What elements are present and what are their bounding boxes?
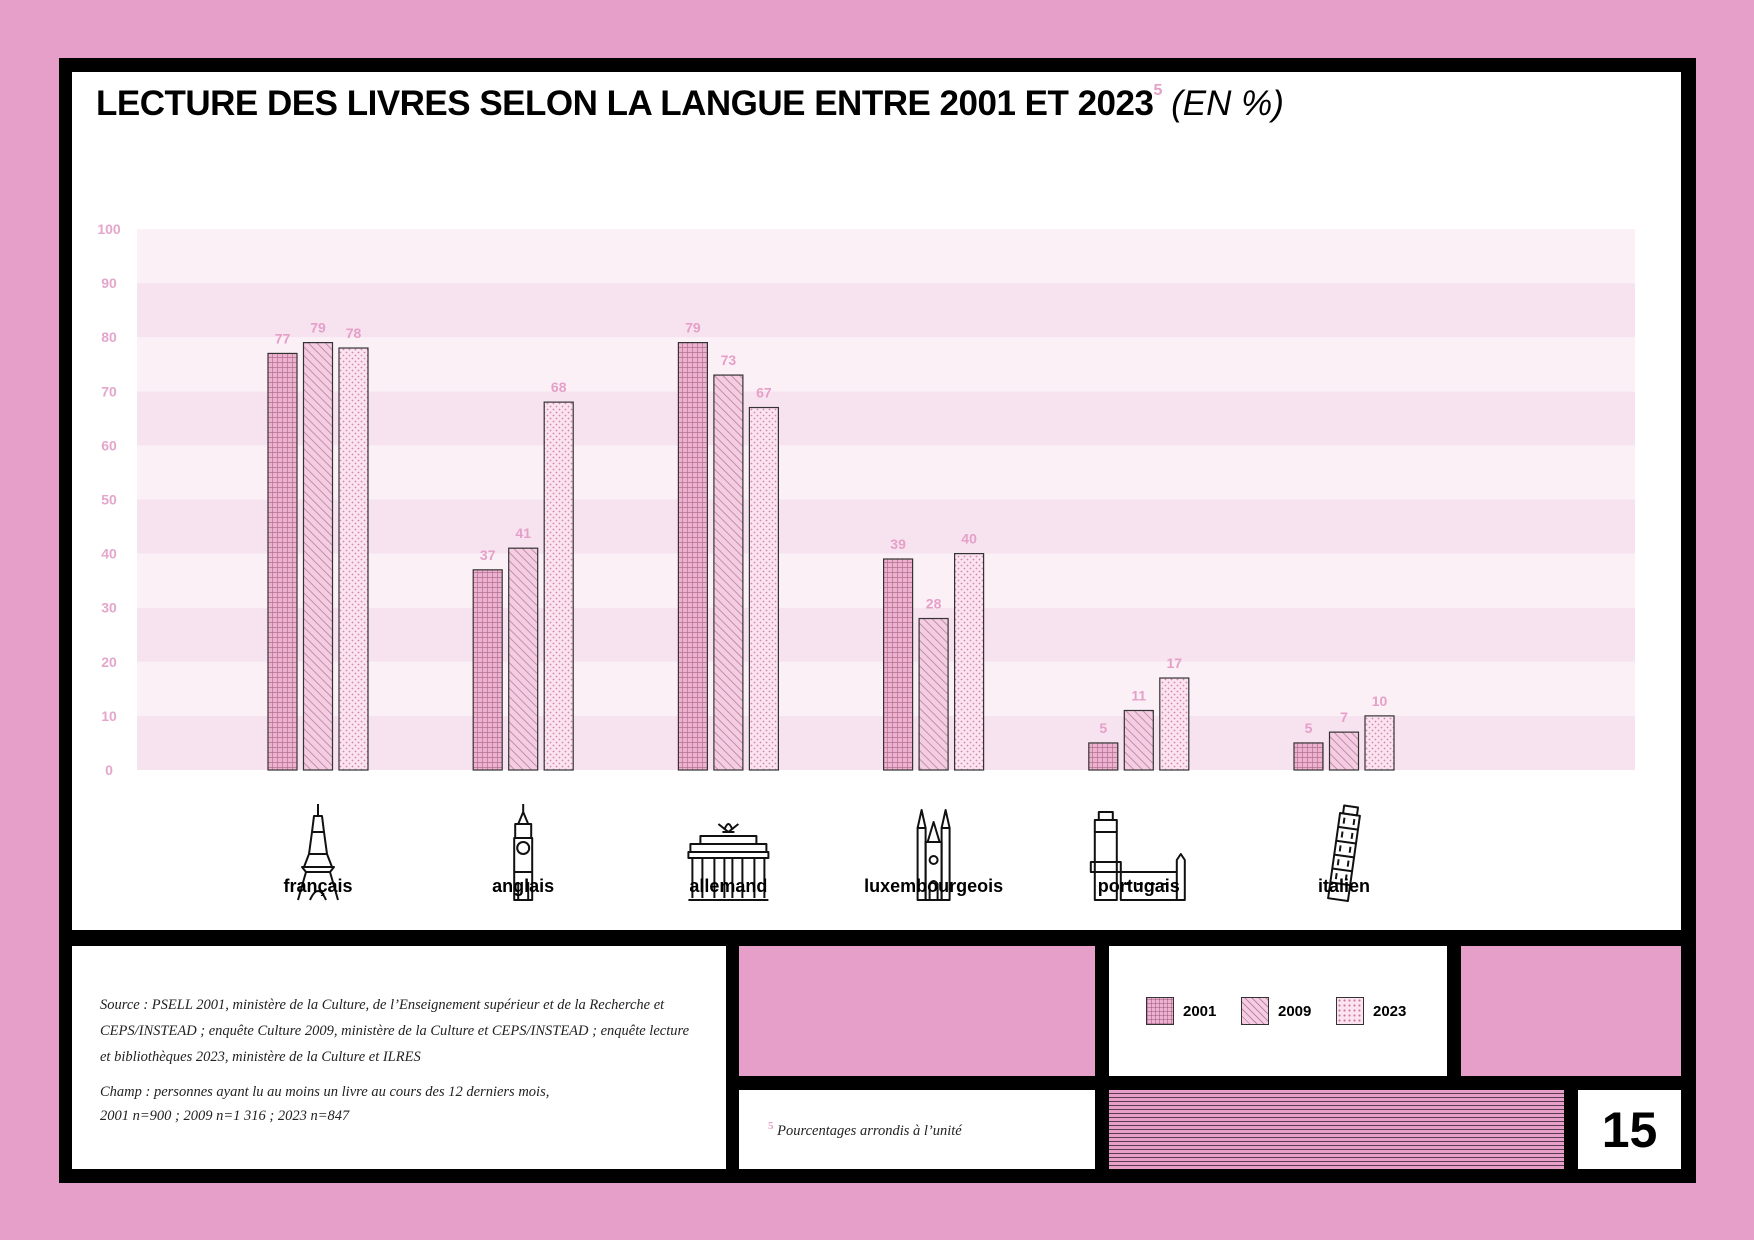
source-panel [72, 946, 726, 1169]
bar [1159, 677, 1190, 771]
legend-swatch-2023 [1336, 997, 1364, 1025]
scope-text: Champ : personnes ayant lu au moins un l… [100, 1080, 700, 1128]
data-label: 7 [1340, 709, 1348, 725]
bar [713, 374, 744, 771]
big-ben-icon [513, 804, 534, 901]
chart-title: LECTURE DES LIVRES SELON LA LANGUE ENTRE… [96, 82, 1284, 124]
data-label: 41 [515, 525, 531, 541]
bar [543, 401, 574, 771]
y-tick-label: 10 [101, 708, 117, 724]
scope-line-1: Champ : personnes ayant lu au moins un l… [100, 1084, 550, 1100]
data-label: 79 [685, 320, 701, 336]
bar [1088, 742, 1119, 771]
category-label: allemand [689, 876, 767, 896]
grid-band [137, 283, 1635, 338]
data-label: 78 [346, 325, 362, 341]
data-label: 28 [926, 596, 942, 612]
legend-swatch-2001 [1146, 997, 1174, 1025]
y-tick-label: 60 [101, 437, 117, 453]
title-footnote-marker: 5 [1153, 82, 1162, 99]
data-label: 40 [961, 531, 977, 547]
category-label: français [283, 876, 352, 896]
y-tick-label: 100 [97, 221, 121, 237]
legend-item-2023: 2023 [1336, 997, 1406, 1025]
data-label: 17 [1167, 655, 1183, 671]
data-label: 67 [756, 385, 772, 401]
category-label: luxembourgeois [864, 876, 1003, 896]
bar [267, 352, 298, 771]
chart-title-unit: (EN %) [1171, 84, 1284, 123]
footnote-body: Pourcentages arrondis à l’unité [777, 1122, 962, 1139]
data-label: 10 [1372, 693, 1388, 709]
footnote-text: 5 Pourcentages arrondis à l’unité [768, 1120, 962, 1140]
brandenburg-gate-icon [687, 823, 770, 901]
scope-line-2: 2001 n=900 ; 2009 n=1 316 ; 2023 n=847 [100, 1108, 350, 1124]
source-text: Source : PSELL 2001, ministère de la Cul… [100, 997, 690, 1065]
footnote-panel [739, 1090, 1095, 1169]
y-tick-label: 90 [101, 275, 117, 291]
eiffel-tower-icon [297, 804, 339, 901]
data-label: 79 [310, 320, 326, 336]
grid-band [137, 391, 1635, 446]
y-tick-label: 50 [101, 492, 117, 508]
bar [953, 553, 985, 771]
legend-swatch-2009 [1241, 997, 1269, 1025]
bar [1328, 731, 1360, 771]
bar [1293, 742, 1324, 771]
data-label: 77 [275, 330, 291, 346]
data-label: 39 [890, 536, 906, 552]
bar [1364, 715, 1395, 771]
legend-item-2009: 2009 [1241, 997, 1311, 1025]
y-tick-label: 20 [101, 654, 117, 670]
bar-chart: 0 10 20 30 40 50 60 70 80 90 100 77 79 78 37 41 68 79 73 6… [97, 221, 1635, 902]
grid-band [137, 229, 1635, 284]
grid-band [137, 337, 1635, 392]
bar [918, 617, 949, 771]
y-tick-label: 40 [101, 546, 117, 562]
category-label: italien [1318, 876, 1370, 896]
bar [1123, 709, 1154, 771]
bar [748, 406, 780, 771]
luxembourg-cathedral-icon [916, 809, 951, 901]
legend-label-2009: 2009 [1278, 1002, 1312, 1020]
category-label: portugais [1098, 876, 1180, 896]
decorative-pink-block [739, 946, 1095, 1076]
category-label: anglais [492, 876, 554, 896]
bar [882, 558, 914, 771]
data-label: 68 [551, 379, 567, 395]
bar [508, 547, 539, 771]
bar [302, 342, 334, 771]
chart-title-text: LECTURE DES LIVRES SELON LA LANGUE ENTRE… [96, 84, 1154, 123]
y-tick-label: 30 [101, 600, 117, 616]
data-label: 5 [1305, 720, 1313, 736]
y-tick-label: 70 [101, 383, 117, 399]
leaning-tower-pisa-icon [1327, 804, 1361, 902]
bar [677, 342, 709, 771]
legend-item-2001: 2001 [1146, 997, 1216, 1025]
footnote-marker: 5 [768, 1120, 774, 1132]
data-label: 73 [721, 352, 737, 368]
belem-tower-icon [1089, 811, 1186, 901]
decorative-stripes [1109, 1090, 1564, 1169]
data-label: 37 [480, 547, 496, 563]
y-tick-label: 0 [105, 762, 113, 778]
legend-label-2001: 2001 [1183, 1002, 1217, 1020]
bar [338, 347, 369, 771]
decorative-pink-block-2 [1461, 946, 1681, 1076]
y-tick-label: 80 [101, 329, 117, 345]
page-number: 15 [1601, 1101, 1658, 1158]
legend-label-2023: 2023 [1373, 1002, 1407, 1020]
bar [472, 569, 503, 771]
grid-band [137, 499, 1635, 554]
page-number-panel [1578, 1090, 1681, 1169]
grid-band [137, 445, 1635, 500]
data-label: 5 [1099, 720, 1107, 736]
data-label: 11 [1131, 687, 1146, 703]
